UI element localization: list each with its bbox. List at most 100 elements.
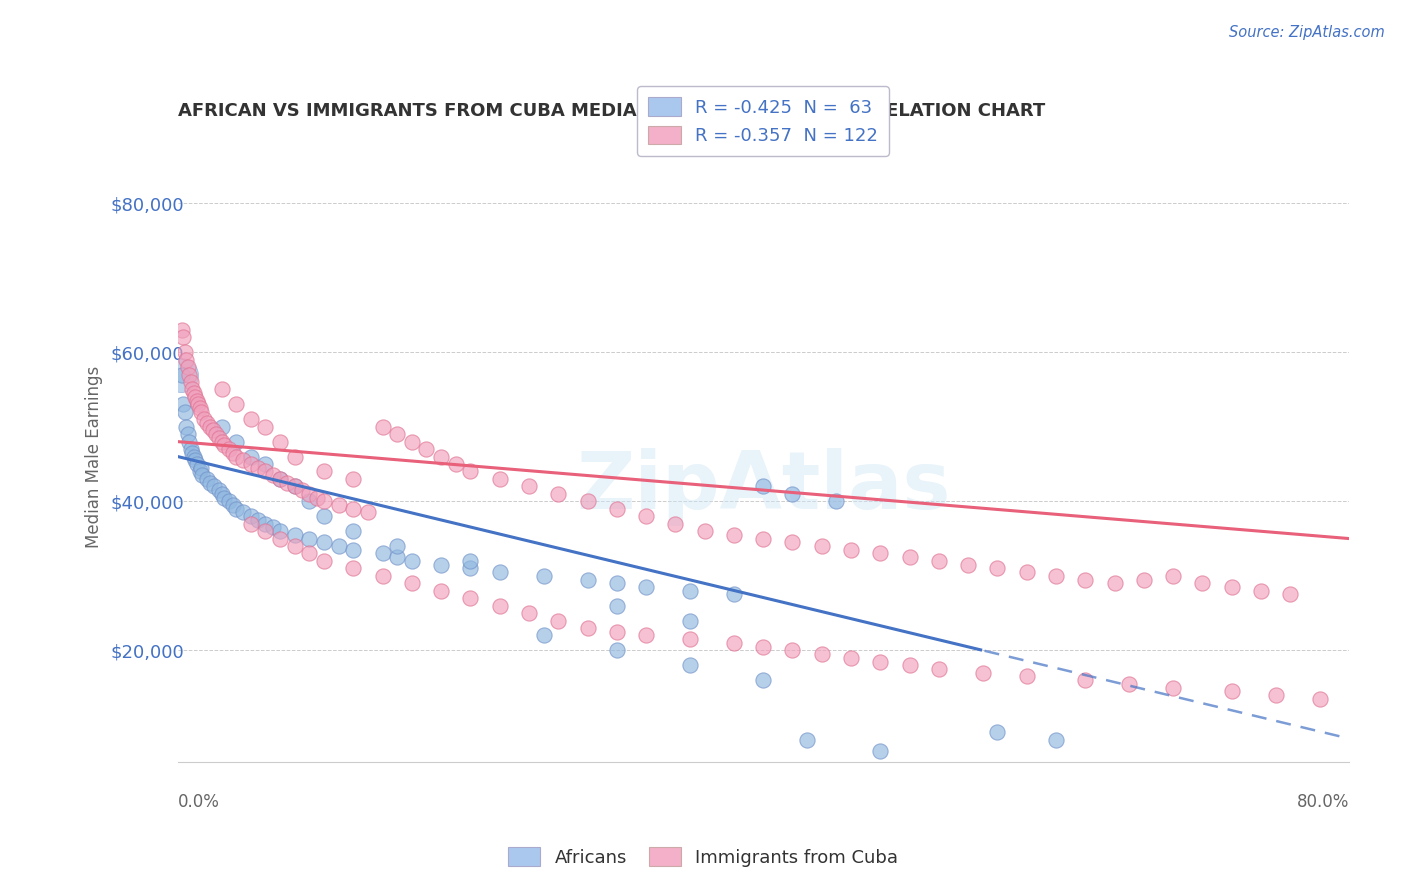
Point xyxy=(547,614,569,628)
Point xyxy=(298,546,321,560)
Point xyxy=(810,539,832,553)
Point xyxy=(869,655,891,669)
Point xyxy=(488,599,510,613)
Point xyxy=(176,352,198,367)
Point xyxy=(401,554,423,568)
Point xyxy=(1191,576,1213,591)
Point xyxy=(1309,691,1331,706)
Point xyxy=(1264,688,1286,702)
Point xyxy=(262,468,284,483)
Point xyxy=(693,524,716,538)
Point xyxy=(174,345,197,359)
Point xyxy=(752,532,775,546)
Point xyxy=(839,650,862,665)
Point xyxy=(172,330,194,344)
Point xyxy=(679,583,702,598)
Point xyxy=(181,383,204,397)
Point xyxy=(172,397,194,411)
Point xyxy=(488,472,510,486)
Point xyxy=(179,434,201,449)
Point xyxy=(752,673,775,688)
Point xyxy=(211,434,233,449)
Point xyxy=(298,532,321,546)
Point xyxy=(606,501,628,516)
Point xyxy=(1133,573,1156,587)
Point xyxy=(401,576,423,591)
Point xyxy=(201,424,224,438)
Point xyxy=(254,465,277,479)
Point xyxy=(782,535,804,549)
Point xyxy=(636,580,658,594)
Point xyxy=(214,491,236,505)
Point xyxy=(204,427,226,442)
Point xyxy=(202,479,225,493)
Point xyxy=(986,725,1008,739)
Point xyxy=(211,487,233,501)
Point xyxy=(254,457,277,471)
Point xyxy=(869,546,891,560)
Point xyxy=(752,479,775,493)
Text: 0.0%: 0.0% xyxy=(177,793,219,811)
Point xyxy=(222,498,245,512)
Text: Source: ZipAtlas.com: Source: ZipAtlas.com xyxy=(1229,25,1385,40)
Point xyxy=(187,397,209,411)
Point xyxy=(679,632,702,647)
Point xyxy=(195,472,218,486)
Point xyxy=(415,442,437,456)
Point xyxy=(214,438,236,452)
Point xyxy=(782,487,804,501)
Point xyxy=(957,558,980,572)
Point xyxy=(430,583,453,598)
Point xyxy=(291,483,314,497)
Point xyxy=(517,479,540,493)
Legend: Africans, Immigrants from Cuba: Africans, Immigrants from Cuba xyxy=(501,840,905,874)
Point xyxy=(239,450,262,464)
Point xyxy=(183,386,205,401)
Point xyxy=(222,446,245,460)
Point xyxy=(576,621,599,635)
Point xyxy=(269,434,291,449)
Point xyxy=(180,375,202,389)
Point xyxy=(225,450,247,464)
Point xyxy=(1220,684,1243,698)
Point xyxy=(371,546,394,560)
Point xyxy=(174,405,197,419)
Point xyxy=(170,323,193,337)
Point xyxy=(207,431,229,445)
Point xyxy=(191,468,214,483)
Point xyxy=(218,442,240,456)
Point xyxy=(193,412,215,426)
Point xyxy=(247,513,270,527)
Point xyxy=(1015,565,1038,579)
Point xyxy=(239,509,262,524)
Point xyxy=(247,460,270,475)
Point xyxy=(312,509,335,524)
Point xyxy=(211,419,233,434)
Point xyxy=(1220,580,1243,594)
Point xyxy=(312,494,335,508)
Point xyxy=(547,487,569,501)
Point xyxy=(284,479,307,493)
Point xyxy=(232,505,254,519)
Point xyxy=(170,368,193,382)
Legend: R = -0.425  N =  63, R = -0.357  N = 122: R = -0.425 N = 63, R = -0.357 N = 122 xyxy=(637,87,889,156)
Point xyxy=(606,624,628,639)
Point xyxy=(664,516,686,531)
Point xyxy=(312,535,335,549)
Point xyxy=(190,460,212,475)
Point xyxy=(254,419,277,434)
Point xyxy=(679,658,702,673)
Point xyxy=(232,453,254,467)
Text: AFRICAN VS IMMIGRANTS FROM CUBA MEDIAN MALE EARNINGS CORRELATION CHART: AFRICAN VS IMMIGRANTS FROM CUBA MEDIAN M… xyxy=(177,103,1045,120)
Point xyxy=(225,397,247,411)
Point xyxy=(533,569,555,583)
Point xyxy=(576,494,599,508)
Point xyxy=(460,561,482,575)
Point xyxy=(177,427,200,442)
Point xyxy=(1045,732,1067,747)
Point xyxy=(898,658,921,673)
Point xyxy=(752,640,775,654)
Point xyxy=(179,368,201,382)
Point xyxy=(184,390,207,404)
Y-axis label: Median Male Earnings: Median Male Earnings xyxy=(86,366,103,548)
